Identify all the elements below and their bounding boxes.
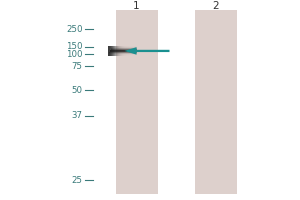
Bar [127,46,128,56]
Bar [130,46,132,56]
Bar [111,48,136,49]
Bar [128,46,129,56]
Bar [118,46,119,56]
Bar [124,46,125,56]
Text: 2: 2 [213,1,219,11]
Bar [112,47,136,48]
Bar [111,46,112,56]
Bar [113,46,114,56]
Text: 75: 75 [71,62,82,71]
Text: 100: 100 [66,50,82,59]
Text: 150: 150 [66,42,82,51]
Bar [120,46,121,56]
Bar [129,46,130,56]
Bar [125,46,126,56]
FancyArrow shape [124,47,170,55]
Bar [134,46,136,56]
Bar [117,46,118,56]
Bar [116,10,158,194]
Bar [122,46,123,56]
Bar [112,46,113,56]
Bar [116,46,117,56]
Bar [136,46,137,56]
Text: 250: 250 [66,25,82,34]
Bar [108,55,136,56]
Bar [133,46,134,56]
Text: 25: 25 [71,176,82,185]
Bar [132,46,133,56]
Bar [110,46,111,56]
Bar [109,46,110,56]
Bar [114,46,115,56]
Bar [121,46,122,56]
Bar [109,53,136,54]
Text: 1: 1 [133,1,140,11]
Bar [119,46,120,56]
Bar [123,46,124,56]
Bar [110,52,136,53]
Bar [108,46,109,56]
Bar [111,49,136,50]
Bar [195,10,237,194]
Bar [109,54,136,55]
Text: 37: 37 [71,111,82,120]
Text: 50: 50 [71,86,82,95]
Bar [110,51,136,52]
Bar [112,46,136,47]
Bar [110,50,136,51]
Bar [126,46,127,56]
Bar [115,46,116,56]
